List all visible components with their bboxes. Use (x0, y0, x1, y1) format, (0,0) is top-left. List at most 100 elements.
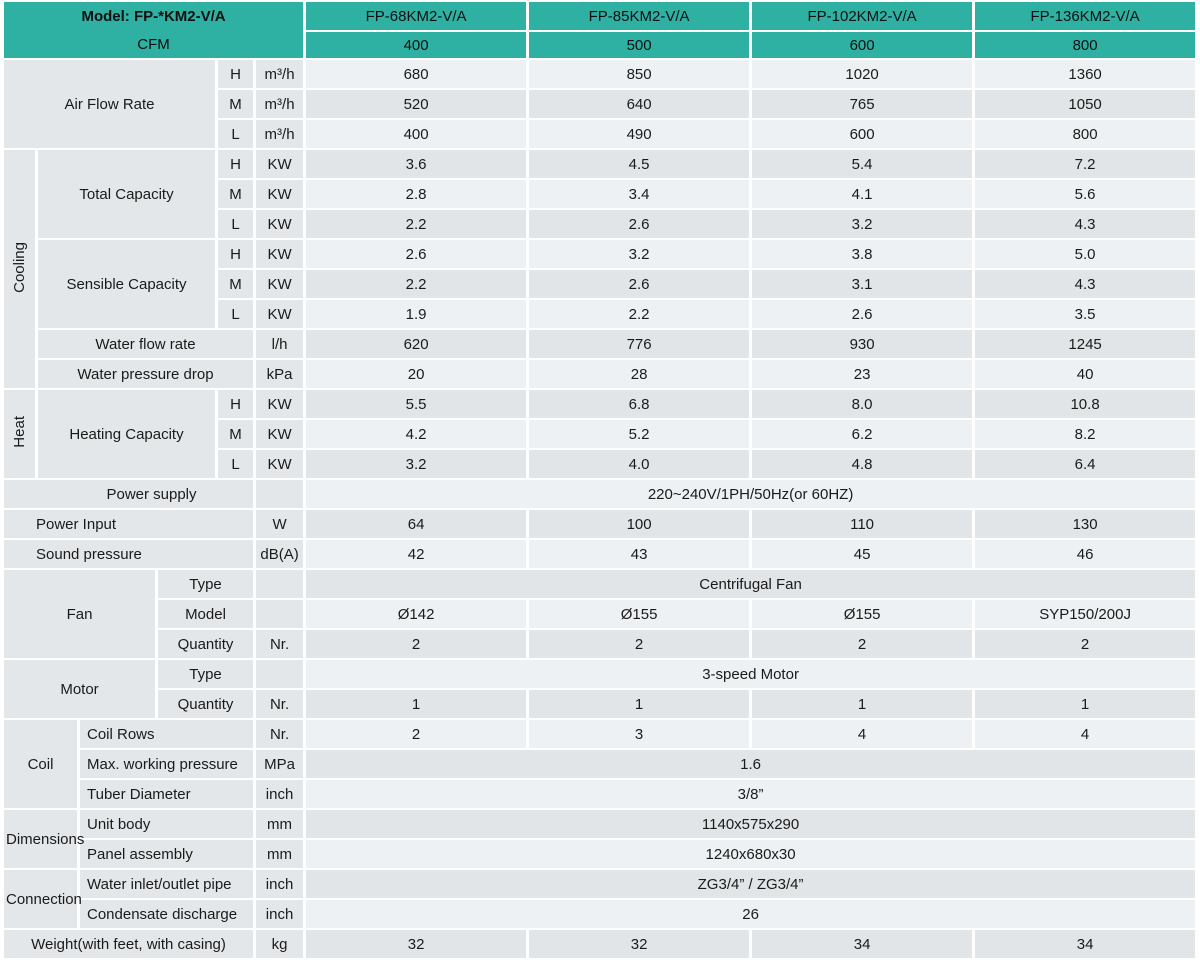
header-row-cfm: 400 500 600 800 (4, 32, 1196, 58)
value-cell: Ø142 (306, 600, 527, 628)
speed-cell: H (218, 60, 253, 88)
value-cell: 3.2 (752, 210, 973, 238)
section-label-heat: Heat (4, 390, 35, 478)
table-row: Tuber Diameter inch 3/8” (4, 780, 1196, 808)
unit-cell: Nr. (256, 690, 304, 718)
unit-cell: m³/h (256, 60, 304, 88)
value-cell: Centrifugal Fan (306, 570, 1196, 598)
unit-cell: m³/h (256, 90, 304, 118)
unit-cell: inch (256, 780, 304, 808)
speed-cell: L (218, 450, 253, 478)
value-cell: 1 (975, 690, 1196, 718)
table-row: Sensible Capacity H KW 2.6 3.2 3.8 5.0 (4, 240, 1196, 328)
unit-cell: KW (256, 240, 304, 268)
unit-cell: inch (256, 870, 304, 898)
value-cell: 5.5 (306, 390, 527, 418)
value-cell: 2.6 (529, 270, 750, 298)
speed-cell: M (218, 270, 253, 298)
value-cell: 5.2 (529, 420, 750, 448)
value-cell: 2.6 (752, 300, 973, 328)
value-cell: 46 (975, 540, 1196, 568)
unit-cell: KW (256, 270, 304, 298)
row-label: Power supply (4, 480, 253, 508)
value-cell: 3.4 (529, 180, 750, 208)
section-label-fan: Fan (4, 570, 155, 658)
value-cell: 776 (529, 330, 750, 358)
value-cell: 1.9 (306, 300, 527, 328)
sub-label: Water inlet/outlet pipe (80, 870, 253, 898)
value-cell: 3.6 (306, 150, 527, 178)
unit-cell: mm (256, 840, 304, 868)
value-cell: 10.8 (975, 390, 1196, 418)
value-cell: 930 (752, 330, 973, 358)
table-row: Weight(with feet, with casing) kg 32 32 … (4, 930, 1196, 958)
speed-cell: L (218, 210, 253, 238)
table-row: M KW 4.2 5.2 6.2 8.2 (4, 420, 1196, 448)
row-label: Power Input (4, 510, 253, 538)
value-cell: 42 (306, 540, 527, 568)
section-label-connection: Connection (4, 870, 82, 928)
model-label: Model: FP-*KM2-V/A (81, 8, 226, 25)
cfm-value-cell: 600 (752, 32, 973, 58)
sub-label: Quantity (158, 630, 253, 658)
unit-cell: MPa (256, 750, 304, 778)
value-cell: 3.5 (975, 300, 1196, 328)
speed-cell: H (218, 390, 253, 418)
cfm-value-cell: 800 (975, 32, 1196, 58)
value-cell: 490 (529, 120, 750, 148)
row-label: Sensible Capacity (38, 240, 215, 328)
value-cell: 8.0 (752, 390, 973, 418)
value-cell: 1.6 (306, 750, 1196, 778)
table-row: L KW 3.2 4.0 4.8 6.4 (4, 450, 1196, 478)
table-row: Motor Type 3-speed Motor (4, 660, 1196, 718)
value-cell: 40 (975, 360, 1196, 388)
value-cell: 110 (752, 510, 973, 538)
value-cell: 6.2 (752, 420, 973, 448)
unit-cell: KW (256, 450, 304, 478)
value-cell: 850 (529, 60, 750, 88)
value-cell: 2 (529, 630, 750, 658)
value-cell: 43 (529, 540, 750, 568)
unit-cell: KW (256, 180, 304, 208)
sub-label: Type (158, 660, 253, 688)
value-cell: 600 (752, 120, 973, 148)
value-cell: 680 (306, 60, 527, 88)
value-cell: 620 (306, 330, 527, 358)
value-cell: 3.1 (752, 270, 973, 298)
row-label: Sound pressure (4, 540, 253, 568)
value-cell: Ø155 (529, 600, 750, 628)
value-cell: 8.2 (975, 420, 1196, 448)
value-cell: 4 (975, 720, 1196, 748)
table-row: M KW 2.2 2.6 3.1 4.3 (4, 270, 1196, 298)
value-cell: 2.2 (306, 270, 527, 298)
table-row: Quantity Nr. 1 1 1 1 (4, 690, 1196, 718)
speed-cell: H (218, 240, 253, 268)
sub-label: Unit body (80, 810, 253, 838)
value-cell: 1240x680x30 (306, 840, 1196, 868)
value-cell: 45 (752, 540, 973, 568)
value-cell: 20 (306, 360, 527, 388)
value-cell: 1 (752, 690, 973, 718)
value-cell: SYP150/200J (975, 600, 1196, 628)
sub-label: Type (158, 570, 253, 598)
speed-cell: M (218, 90, 253, 118)
header-row-models: Model: FP-*KM2-V/A CFM FP-68KM2-V/A FP-8… (4, 2, 1196, 58)
value-cell: 34 (752, 930, 973, 958)
unit-cell: KW (256, 150, 304, 178)
value-cell: 4.1 (752, 180, 973, 208)
table-row: Model Ø142 Ø155 Ø155 SYP150/200J (4, 600, 1196, 628)
value-cell: 1245 (975, 330, 1196, 358)
row-label: Water pressure drop (38, 360, 253, 388)
value-cell: 2.2 (306, 210, 527, 238)
sub-label: Model (158, 600, 253, 628)
value-cell: 2.2 (529, 300, 750, 328)
sub-label: Condensate discharge (80, 900, 253, 928)
value-cell: 3.2 (306, 450, 527, 478)
model-header-cell: Model: FP-*KM2-V/A CFM (4, 2, 304, 58)
section-label-dimensions: Dimensions (4, 810, 84, 868)
value-cell: 4.5 (529, 150, 750, 178)
table-row: Connection Water inlet/outlet pipe inch … (4, 870, 1196, 928)
row-label: Weight(with feet, with casing) (4, 930, 253, 958)
value-cell: 3.2 (529, 240, 750, 268)
